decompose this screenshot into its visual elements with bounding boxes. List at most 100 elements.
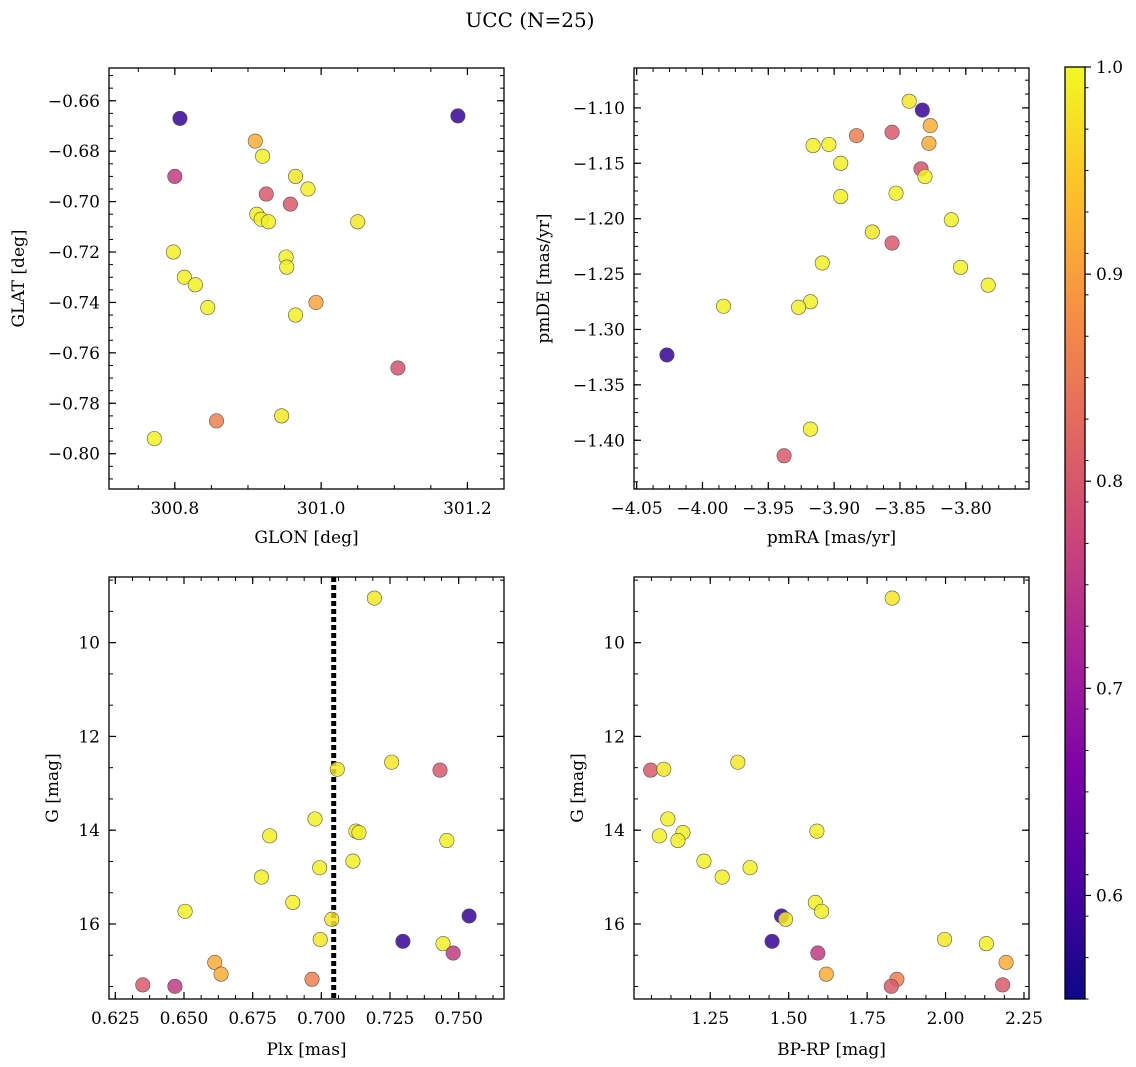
data-point: [864, 224, 880, 240]
y-tick-label: −1.10: [573, 99, 625, 119]
x-tick-label: −3.85: [874, 499, 926, 519]
data-point: [176, 269, 192, 285]
y-tick-label: −1.20: [573, 210, 625, 230]
data-point: [255, 148, 271, 164]
panel-plx-g-ticks: 0.625 0.650 0.675 0.700 0.725 0.750 10 12 14 16: [78, 577, 504, 1029]
panel-pm: −4.05 −4.00 −3.95 −3.90 −3.85 −3.80 −1.10 −1.15…: [534, 67, 1030, 548]
y-tick-label: −1.30: [573, 320, 625, 340]
data-point: [764, 933, 780, 949]
data-point: [285, 894, 301, 910]
x-axis-label-plx: Plx [mas]: [266, 1040, 346, 1060]
data-point: [300, 181, 316, 197]
data-point: [884, 235, 900, 251]
colorbar-tick-label: 1.0: [1096, 58, 1123, 78]
x-tick-label: 2.25: [1005, 1009, 1043, 1029]
x-axis-label-bprp: BP-RP [mag]: [777, 1040, 886, 1060]
x-tick-label: 300.8: [150, 499, 199, 519]
data-point: [818, 966, 834, 982]
y-tick-label: −0.78: [48, 394, 100, 414]
y-tick-label: 10: [603, 634, 625, 654]
panel-pm-points: [659, 93, 996, 464]
data-point: [461, 908, 477, 924]
data-point: [262, 828, 278, 844]
x-tick-label: 0.650: [160, 1009, 209, 1029]
data-point: [917, 169, 933, 185]
y-axis-label-glat: GLAT [deg]: [9, 229, 29, 327]
y-tick-label: 16: [78, 915, 100, 935]
data-point: [167, 168, 183, 184]
data-point: [329, 761, 345, 777]
data-point: [312, 931, 328, 947]
x-axis-label-glon: GLON [deg]: [254, 528, 358, 548]
data-point: [439, 833, 455, 849]
x-tick-label: 0.675: [228, 1009, 277, 1029]
data-point: [288, 307, 304, 323]
y-tick-label: −0.68: [48, 142, 100, 162]
data-point: [742, 860, 758, 876]
data-point: [279, 259, 295, 275]
colorbar-tick-label: 0.9: [1096, 265, 1123, 285]
data-point: [809, 823, 825, 839]
data-point: [922, 118, 938, 134]
x-tick-label: −3.80: [940, 499, 992, 519]
x-tick-label: 0.625: [91, 1009, 140, 1029]
data-point: [366, 590, 382, 606]
y-tick-label: −0.66: [48, 92, 100, 112]
data-point: [901, 93, 917, 109]
y-axis-label-pmde: pmDE [mas/yr]: [534, 213, 554, 343]
data-point: [651, 828, 667, 844]
x-tick-label: 1.50: [770, 1009, 808, 1029]
data-point: [791, 299, 807, 315]
data-point: [209, 413, 225, 429]
data-point: [450, 108, 466, 124]
y-tick-label: −1.15: [573, 154, 625, 174]
data-point: [445, 945, 461, 961]
data-point: [200, 299, 216, 315]
data-point: [810, 945, 826, 961]
panel-glon-glat-frame: [108, 67, 505, 490]
data-point: [884, 590, 900, 606]
colorbar-tick-label: 0.8: [1096, 472, 1123, 492]
data-point: [659, 347, 675, 363]
x-tick-label: 1.25: [691, 1009, 729, 1029]
data-point: [883, 978, 899, 994]
data-point: [187, 277, 203, 293]
data-point: [656, 761, 672, 777]
panel-glon-glat-points: [146, 108, 466, 447]
y-tick-label: −1.25: [573, 265, 625, 285]
data-point: [345, 853, 361, 869]
y-tick-label: 14: [78, 821, 100, 841]
data-point: [805, 138, 821, 154]
panel-glon-glat: 300.8 301.0 301.2 −0.66 −0.68 −0.70 −0.72 −0.74…: [9, 67, 505, 548]
data-point: [696, 853, 712, 869]
figure-title: UCC (N=25): [465, 8, 594, 32]
data-point: [643, 762, 659, 778]
x-tick-label: 0.700: [297, 1009, 346, 1029]
data-point: [304, 971, 320, 987]
x-axis-label-pmra: pmRA [mas/yr]: [767, 528, 896, 548]
x-tick-label: 0.750: [434, 1009, 483, 1029]
data-point: [288, 168, 304, 184]
x-tick-label: 1.75: [848, 1009, 886, 1029]
x-tick-label: −3.95: [742, 499, 794, 519]
panel-glon-glat-ticks: 300.8 301.0 301.2 −0.66 −0.68 −0.70 −0.72 −0.74…: [48, 68, 505, 519]
y-axis-label-g-right: G [mag]: [568, 753, 588, 822]
data-point: [814, 255, 830, 271]
data-point: [308, 294, 324, 310]
panel-pm-ticks: −4.05 −4.00 −3.95 −3.90 −3.85 −3.80 −1.10 −1.15…: [573, 68, 1029, 519]
data-point: [995, 977, 1011, 993]
data-point: [670, 833, 686, 849]
colorbar: 0.6 0.7 0.8 0.9 1.0: [1064, 58, 1123, 1000]
panel-bprp-g: 1.25 1.50 1.75 2.00 2.25 10 12 14 16 BP-RP [mag]…: [568, 576, 1043, 1060]
data-point: [978, 936, 994, 952]
colorbar-tick-label: 0.6: [1096, 886, 1123, 906]
data-point: [849, 128, 865, 144]
data-point: [307, 811, 323, 827]
x-tick-label: 301.2: [443, 499, 492, 519]
y-tick-label: −0.80: [48, 445, 100, 465]
data-point: [921, 135, 937, 151]
data-point: [833, 155, 849, 171]
y-tick-label: −0.74: [48, 293, 100, 313]
data-point: [778, 911, 794, 927]
